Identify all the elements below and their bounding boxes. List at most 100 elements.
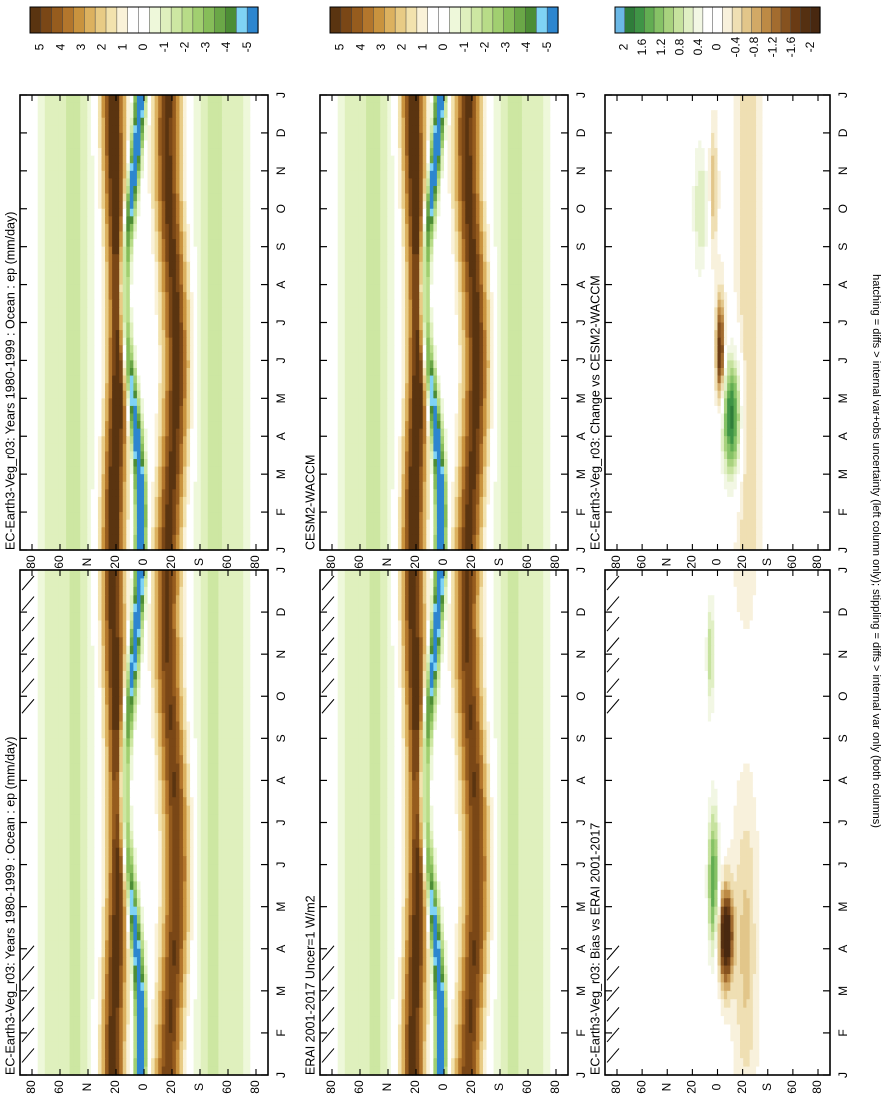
heatmap-cell: [261, 578, 265, 587]
heatmap-cell: [130, 688, 134, 697]
heatmap-cell: [98, 705, 102, 714]
heatmap-cell: [52, 663, 56, 672]
heatmap-cell: [84, 713, 88, 722]
heatmap-cell: [34, 705, 38, 714]
heatmap-cell: [158, 587, 162, 596]
heatmap-cell: [250, 621, 254, 630]
heatmap-cell: [169, 612, 173, 621]
heatmap-cell: [201, 654, 205, 663]
heatmap-cell: [63, 688, 67, 697]
heatmap-cell: [261, 705, 265, 714]
heatmap-cell: [204, 722, 208, 731]
heatmap-cell: [55, 738, 59, 747]
heatmap-cell: [63, 621, 67, 630]
heatmap-cell: [130, 646, 134, 655]
heatmap-cell: [240, 738, 244, 747]
heatmap-cell: [101, 696, 105, 705]
heatmap-cell: [87, 696, 91, 705]
heatmap-cell: [162, 663, 166, 672]
heatmap-cell: [94, 730, 98, 739]
heatmap-cell: [233, 663, 237, 672]
heatmap-cell: [261, 654, 265, 663]
heatmap-cell: [109, 595, 113, 604]
heatmap-cell: [137, 629, 141, 638]
heatmap-cell: [261, 722, 265, 731]
heatmap-cell: [187, 637, 191, 646]
heatmap-cell: [215, 663, 219, 672]
heatmap-cell: [261, 679, 265, 688]
heatmap-cell: [91, 587, 95, 596]
heatmap-cell: [222, 595, 226, 604]
heatmap-cell: [190, 595, 194, 604]
heatmap-cell: [63, 654, 67, 663]
heatmap-cell: [190, 688, 194, 697]
heatmap-cell: [201, 595, 205, 604]
heatmap-cell: [130, 738, 134, 747]
heatmap-cell: [208, 696, 212, 705]
heatmap-cell: [91, 671, 95, 680]
heatmap-cell: [123, 722, 127, 731]
heatmap-cell: [126, 621, 130, 630]
heatmap-cell: [137, 696, 141, 705]
heatmap-cell: [222, 663, 226, 672]
heatmap-cell: [34, 663, 38, 672]
heatmap-cell: [137, 578, 141, 587]
heatmap-cell: [55, 612, 59, 621]
heatmap-cell: [194, 612, 198, 621]
heatmap-cell: [194, 578, 198, 587]
heatmap-cell: [176, 612, 180, 621]
heatmap-cell: [240, 604, 244, 613]
heatmap-cell: [261, 637, 265, 646]
heatmap-cell: [190, 637, 194, 646]
heatmap-cell: [73, 679, 77, 688]
heatmap-cell: [133, 688, 137, 697]
heatmap-cell: [236, 621, 240, 630]
heatmap-cell: [45, 570, 49, 579]
heatmap-cell: [133, 637, 137, 646]
heatmap-cell: [137, 587, 141, 596]
heatmap-cell: [151, 671, 155, 680]
heatmap-cell: [116, 730, 120, 739]
heatmap-cell: [38, 604, 42, 613]
heatmap-cell: [201, 646, 205, 655]
heatmap-cell: [133, 621, 137, 630]
heatmap-cell: [236, 688, 240, 697]
heatmap-cell: [236, 646, 240, 655]
heatmap-cell: [101, 587, 105, 596]
heatmap-cell: [38, 621, 42, 630]
heatmap-cell: [179, 696, 183, 705]
heatmap-cell: [31, 587, 35, 596]
heatmap-cell: [109, 604, 113, 613]
heatmap-cell: [222, 654, 226, 663]
heatmap-cell: [155, 679, 159, 688]
heatmap-cell: [48, 621, 52, 630]
heatmap-cell: [52, 713, 56, 722]
heatmap-cell: [27, 738, 31, 747]
heatmap-cell: [257, 654, 261, 663]
heatmap-cell: [55, 570, 59, 579]
heatmap-cell: [109, 612, 113, 621]
heatmap-cell: [148, 646, 152, 655]
heatmap-cell: [204, 570, 208, 579]
heatmap-cell: [119, 722, 123, 731]
heatmap-cell: [109, 629, 113, 638]
heatmap-cell: [133, 713, 137, 722]
heatmap-cell: [197, 646, 201, 655]
heatmap-cell: [38, 646, 42, 655]
heatmap-cell: [211, 705, 215, 714]
heatmap-cell: [112, 738, 116, 747]
heatmap-cell: [116, 663, 120, 672]
heatmap-cell: [52, 688, 56, 697]
heatmap-cell: [55, 730, 59, 739]
heatmap-cell: [112, 595, 116, 604]
heatmap-cell: [176, 637, 180, 646]
heatmap-cell: [222, 587, 226, 596]
heatmap-cell: [233, 679, 237, 688]
heatmap-cell: [130, 629, 134, 638]
heatmap-cell: [98, 738, 102, 747]
heatmap-cell: [87, 654, 91, 663]
heatmap-cell: [63, 713, 67, 722]
heatmap-cell: [66, 688, 70, 697]
heatmap-cell: [194, 705, 198, 714]
heatmap-cell: [105, 595, 109, 604]
